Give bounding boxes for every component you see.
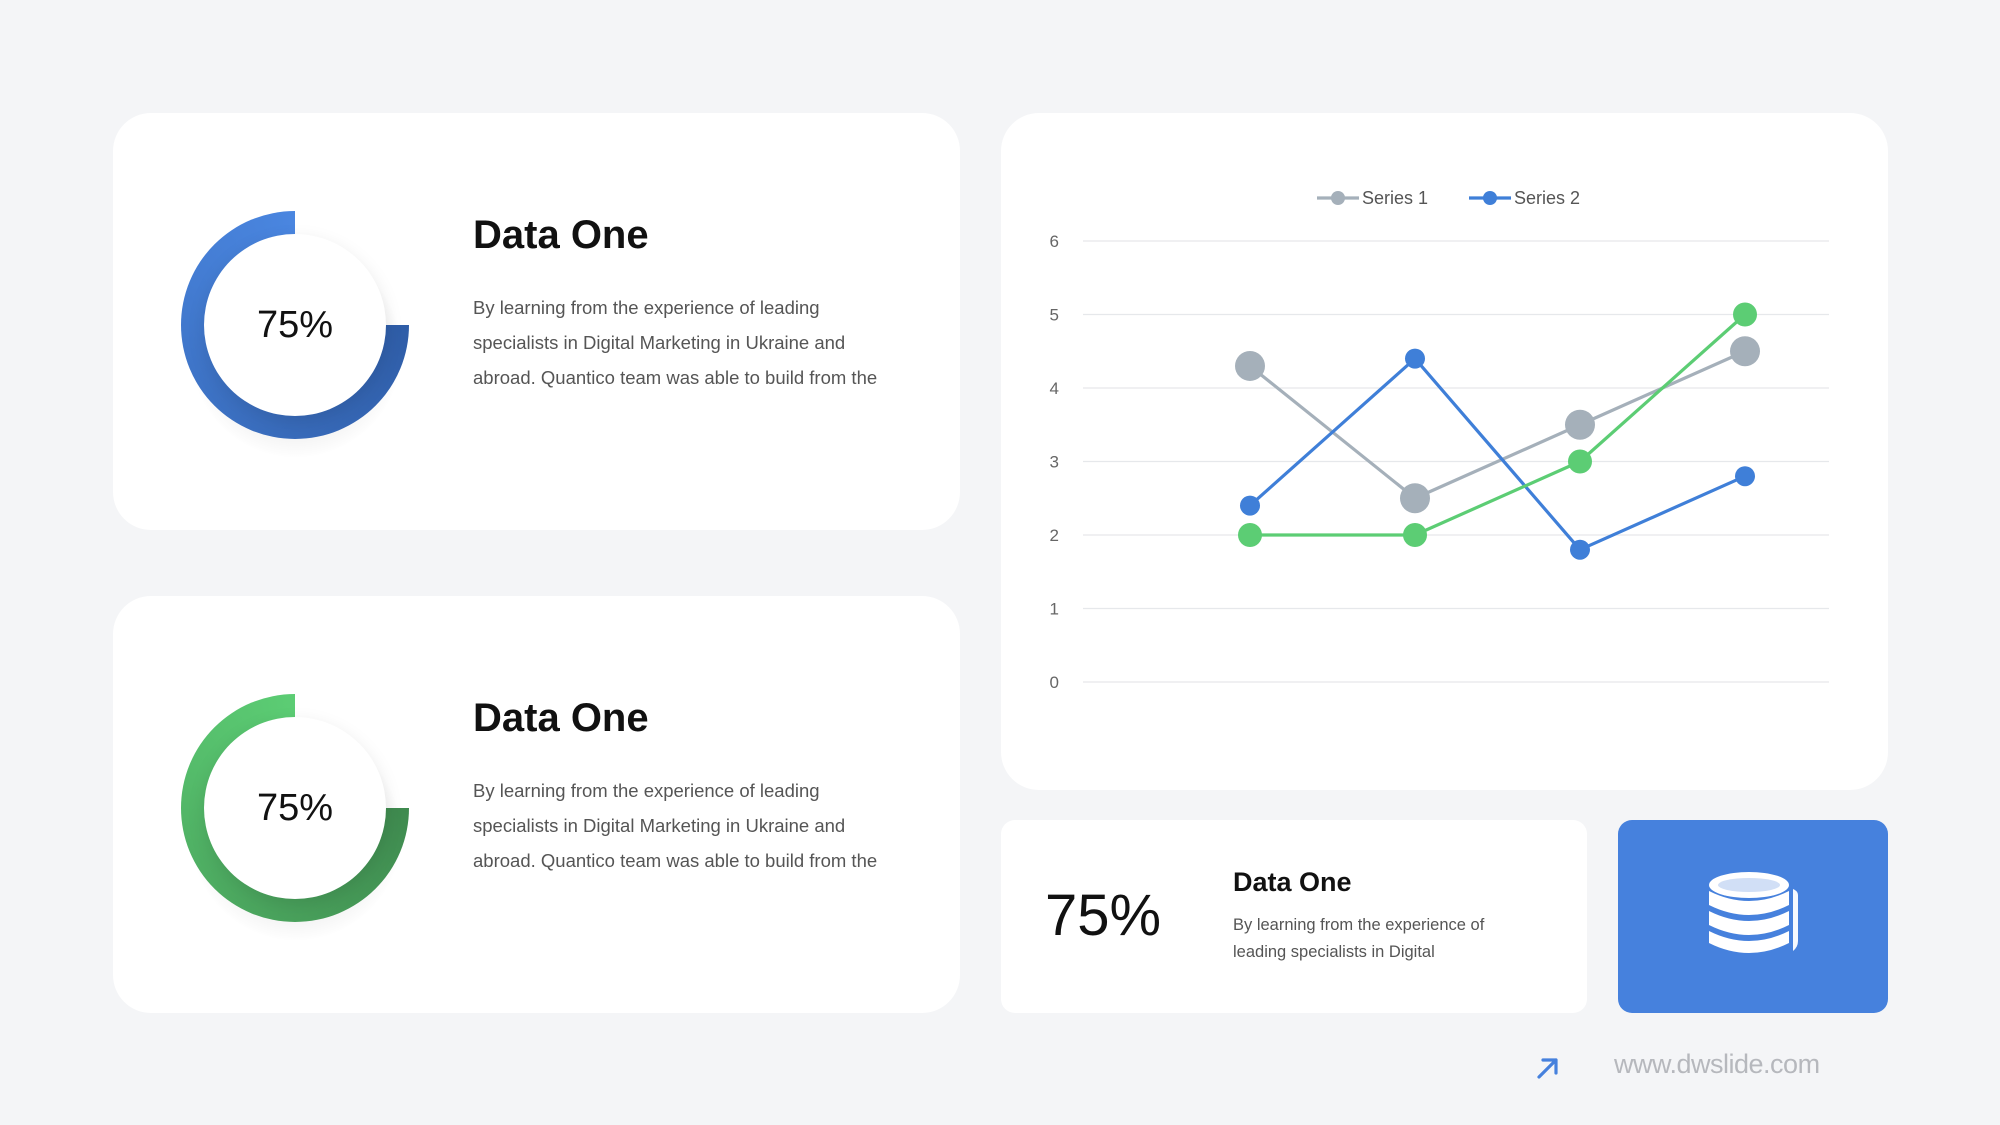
y-tick-label: 3: [1050, 453, 1059, 472]
data-point: [1730, 336, 1760, 367]
series-line: [1248, 357, 1746, 552]
stat-title: Data One: [1233, 867, 1352, 897]
data-point: [1235, 350, 1265, 381]
arrow-up-right-icon: [1537, 1058, 1558, 1079]
series-line: [1250, 313, 1747, 537]
data-point: [1403, 523, 1427, 547]
line-chart: 0 1 2 3 4 5 6 Series 1 Series 2: [1050, 188, 1829, 692]
data-point: [1400, 483, 1430, 514]
stat-card: 75% Data One By learning from the experi…: [1001, 820, 1587, 1013]
data-point: [1565, 409, 1595, 440]
donut-chart-green: 75%: [181, 694, 409, 940]
legend-label: Series 2: [1514, 188, 1580, 208]
card-title: Data One: [473, 213, 649, 257]
y-tick-label: 4: [1050, 379, 1059, 398]
donut-chart-blue: 75%: [181, 211, 409, 457]
y-tick-label: 0: [1050, 673, 1059, 692]
line-chart-card: 0 1 2 3 4 5 6 Series 1 Series 2: [1001, 113, 1888, 790]
footer-url[interactable]: www.dwslide.com: [1614, 1049, 1820, 1079]
info-card-green: 75% Data One By learning from the experi…: [113, 596, 960, 1013]
legend-label: Series 1: [1362, 188, 1428, 208]
data-point: [1735, 466, 1755, 487]
donut-percent-label: 75%: [204, 234, 386, 416]
database-icon: [1709, 872, 1798, 953]
card-description: By learning from the experience of leadi…: [473, 297, 878, 388]
legend-marker: [1331, 191, 1345, 205]
data-point: [1240, 495, 1260, 516]
data-point: [1733, 302, 1757, 327]
data-point: [1570, 539, 1590, 560]
y-tick-label: 1: [1050, 600, 1059, 619]
icon-card: [1618, 820, 1888, 1013]
y-tick-label: 2: [1050, 526, 1059, 545]
info-card-blue: 75% Data One By learning from the experi…: [113, 113, 960, 530]
stat-description: By learning from the experience of leadi…: [1233, 916, 1485, 961]
data-point: [1405, 348, 1425, 369]
legend-marker: [1483, 191, 1497, 205]
y-tick-label: 5: [1050, 306, 1059, 325]
y-tick-label: 6: [1050, 232, 1059, 251]
card-title: Data One: [473, 696, 649, 740]
data-point: [1568, 449, 1592, 474]
data-point: [1238, 523, 1262, 547]
donut-percent-label: 75%: [204, 717, 386, 899]
series-line: [1248, 349, 1746, 500]
card-description: By learning from the experience of leadi…: [473, 780, 878, 871]
stat-value: 75%: [1045, 883, 1162, 948]
